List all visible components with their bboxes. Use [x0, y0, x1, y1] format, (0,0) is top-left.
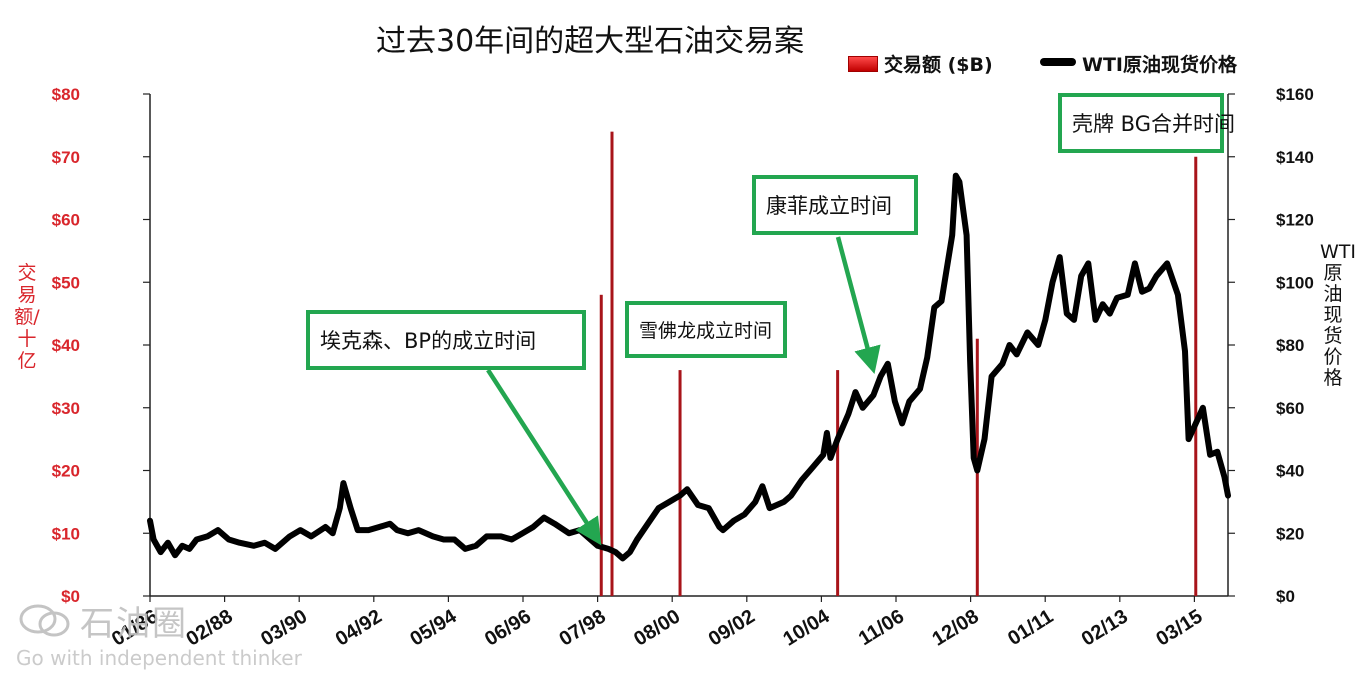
- left-axis-label: 交易额/十亿: [14, 262, 40, 372]
- deal-bar: [678, 370, 682, 596]
- callout-arrows: [486, 236, 881, 546]
- watermark-text: 石油圈: [80, 604, 188, 644]
- right-axis-label: WTI原油现货价格: [1320, 241, 1356, 389]
- legend-bar-label: 交易额 ($B): [884, 54, 993, 76]
- arrow-exxon-bp: [486, 368, 602, 546]
- x-tick-label: 11/06: [855, 605, 908, 650]
- right-tick-label: $100: [1276, 273, 1314, 292]
- watermark-subtext: Go with independent thinker: [16, 646, 302, 670]
- right-tick-label: $80: [1276, 336, 1304, 355]
- callout-conocophillips: 康菲成立时间: [752, 175, 918, 235]
- left-tick-label: $40: [52, 336, 80, 355]
- legend-line-label: WTI原油现货价格: [1082, 54, 1237, 76]
- left-tick-label: $10: [52, 524, 80, 543]
- x-tick-label: 04/92: [332, 605, 386, 650]
- x-tick-label: 12/08: [929, 605, 983, 650]
- right-tick-label: $40: [1276, 462, 1304, 481]
- legend-bar-swatch: [848, 56, 878, 72]
- right-tick-label: $60: [1276, 399, 1304, 418]
- left-tick-label: $50: [52, 273, 80, 292]
- wechat-icon: [19, 604, 70, 637]
- callout-exxon-bp: 埃克森、BP的成立时间: [306, 310, 586, 370]
- right-tick-label: $140: [1276, 148, 1314, 167]
- x-tick-label: 09/02: [705, 605, 759, 650]
- left-tick-label: $20: [52, 462, 80, 481]
- x-tick-label: 08/00: [630, 605, 684, 650]
- left-tick-label: $70: [52, 148, 80, 167]
- callout-chevron: 雪佛龙成立时间: [625, 301, 787, 358]
- deal-bar: [599, 294, 603, 596]
- deal-bar: [610, 131, 614, 596]
- right-tick-label: $160: [1276, 85, 1314, 104]
- x-tick-label: 03/15: [1152, 605, 1206, 650]
- right-axis-ticks: $0 $20 $40 $60 $80 $100 $120 $140 $160: [1228, 85, 1314, 606]
- right-tick-label: $0: [1276, 587, 1295, 606]
- right-tick-label: $20: [1276, 524, 1304, 543]
- wti-line-layer: [147, 172, 1231, 562]
- x-tick-label: 02/13: [1078, 605, 1132, 650]
- x-tick-label: 07/98: [556, 605, 610, 650]
- x-tick-label: 02/88: [183, 605, 237, 650]
- x-axis-ticks: 01/86 02/88 03/90 04/92 05/94 06/96 07/98 08/00…: [108, 596, 1206, 651]
- right-tick-label: $120: [1276, 211, 1314, 230]
- left-tick-label: $30: [52, 399, 80, 418]
- arrow-conocophillips: [835, 236, 881, 375]
- chart-title: 过去30年间的超大型石油交易案: [376, 24, 805, 59]
- left-tick-label: $0: [61, 587, 80, 606]
- x-tick-label: 05/94: [406, 605, 461, 651]
- wti-price-line: [147, 172, 1231, 562]
- x-tick-label: 03/90: [257, 605, 311, 650]
- x-tick-label: 10/04: [779, 605, 834, 651]
- deal-bar: [1194, 156, 1198, 596]
- callout-shell-bg: 壳牌 BG合并时间: [1058, 93, 1235, 153]
- left-axis-ticks: $0 $10 $20 $30 $40 $50 $60 $70 $80: [52, 85, 150, 606]
- x-tick-label: 01/11: [1004, 605, 1057, 650]
- left-tick-label: $60: [52, 211, 80, 230]
- left-tick-label: $80: [52, 85, 80, 104]
- legend-line-swatch: [1040, 58, 1076, 66]
- deal-bar: [836, 370, 840, 596]
- x-tick-label: 06/96: [481, 605, 535, 650]
